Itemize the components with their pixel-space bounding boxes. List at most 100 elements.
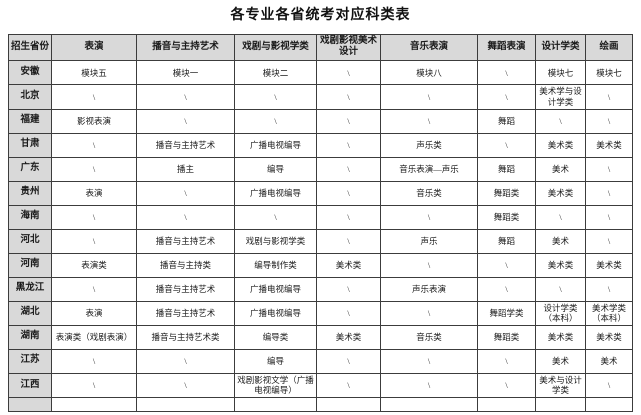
table-row: 黑龙江 \ 播音与主持艺术 广播电视编导 \ 声乐表演 \ \ \ bbox=[8, 276, 633, 302]
table-cell: 表演 bbox=[51, 180, 137, 206]
table-row: 河北 \ 播音与主持艺术 戏剧与影视学类 \ 声乐 舞蹈 美术 \ bbox=[8, 228, 633, 254]
table-cell bbox=[234, 397, 317, 413]
table-row: 北京 \ \ \ \ \ \ 美术学与设计学类 \ bbox=[8, 84, 633, 110]
table-cell: 舞蹈类 bbox=[477, 180, 536, 206]
table-cell bbox=[380, 397, 478, 413]
table-row: 江西 \ \ 戏剧影视文学（广播电视编导） \ \ \ 美术与设计学类 \ bbox=[8, 372, 633, 399]
table-cell: \ bbox=[585, 228, 633, 254]
table-cell: \ bbox=[477, 84, 536, 110]
table-cell: 美术学类（本科） bbox=[585, 300, 633, 326]
table-cell: 设计学类（本科） bbox=[535, 300, 586, 326]
subject-category-table: 招生省份 表演 播音与主持艺术 戏剧与影视学类 戏剧影视美术设计 音乐表演 舞蹈表演 设计学类… bbox=[8, 33, 633, 413]
table-cell: 美术 bbox=[535, 156, 586, 182]
table-cell bbox=[316, 397, 381, 413]
province-cell: 河北 bbox=[8, 228, 52, 254]
table-cell: 模块二 bbox=[234, 60, 317, 86]
table-cell: \ bbox=[380, 300, 478, 326]
province-cell: 北京 bbox=[8, 84, 52, 110]
table-cell: \ bbox=[51, 132, 137, 158]
table-cell: 编导 bbox=[234, 348, 317, 374]
table-row: 河南 表演类 播音与主持类 编导制作类 美术类 \ \ 美术类 美术类 bbox=[8, 252, 633, 278]
table-cell: \ bbox=[585, 156, 633, 182]
table-cell: \ bbox=[535, 108, 586, 134]
table-cell: \ bbox=[380, 108, 478, 134]
table-cell: 声乐 bbox=[380, 228, 478, 254]
table-cell: 模块七 bbox=[535, 60, 586, 86]
table-cell: \ bbox=[477, 252, 536, 278]
document-page: 各专业各省统考对应科类表 招生省份 表演 播音与主持艺术 戏剧与影视学类 戏剧影视美术设… bbox=[0, 6, 641, 413]
table-cell: \ bbox=[51, 156, 137, 182]
table-cell: 戏剧影视文学（广播电视编导） bbox=[234, 372, 317, 399]
table-cell bbox=[477, 397, 536, 413]
table-header: 招生省份 表演 播音与主持艺术 戏剧与影视学类 戏剧影视美术设计 音乐表演 舞蹈表演 设计学类… bbox=[8, 33, 633, 62]
header-row: 招生省份 表演 播音与主持艺术 戏剧与影视学类 戏剧影视美术设计 音乐表演 舞蹈表演 设计学类… bbox=[8, 33, 633, 62]
table-cell: \ bbox=[585, 204, 633, 230]
table-cell: \ bbox=[316, 228, 381, 254]
table-cell: 播主 bbox=[136, 156, 235, 182]
table-cell: 播音与主持艺术 bbox=[136, 300, 235, 326]
province-cell: 湖北 bbox=[8, 300, 52, 326]
table-row: 江苏 \ \ 编导 \ \ \ 美术 美术 bbox=[8, 348, 633, 374]
table-cell: \ bbox=[51, 276, 137, 302]
table-cell: \ bbox=[316, 204, 381, 230]
table-cell: 美术 bbox=[585, 348, 633, 374]
column-header-8: 绘画 bbox=[585, 33, 633, 62]
page-title: 各专业各省统考对应科类表 bbox=[230, 8, 411, 23]
table-cell: \ bbox=[535, 276, 586, 302]
table-cell: 音乐类 bbox=[380, 324, 478, 350]
table-cell: \ bbox=[316, 180, 381, 206]
column-header-3: 戏剧与影视学类 bbox=[234, 33, 317, 62]
table-cell: 播音与主持类 bbox=[136, 252, 235, 278]
table-row: 福建 影视表演 \ \ \ \ 舞蹈 \ \ bbox=[8, 108, 633, 134]
table-cell: 舞蹈学类 bbox=[477, 300, 536, 326]
table-cell: 表演类 bbox=[51, 252, 137, 278]
table-cell: 表演 bbox=[51, 300, 137, 326]
province-cell: 甘肃 bbox=[8, 132, 52, 158]
table-cell: 美术类 bbox=[316, 252, 381, 278]
table-cell: 广播电视编导 bbox=[234, 276, 317, 302]
table-cell bbox=[585, 397, 633, 413]
table-cell: \ bbox=[136, 84, 235, 110]
table-cell: \ bbox=[51, 228, 137, 254]
table-row: 甘肃 \ 播音与主持艺术 广播电视编导 \ 声乐类 \ 美术类 美术类 bbox=[8, 132, 633, 158]
table-cell: 播音与主持艺术 bbox=[136, 228, 235, 254]
table-cell: \ bbox=[380, 204, 478, 230]
table-cell: \ bbox=[51, 372, 137, 399]
column-header-7: 设计学类 bbox=[535, 33, 586, 62]
table-cell: \ bbox=[316, 108, 381, 134]
table-cell: 模块八 bbox=[380, 60, 478, 86]
province-cell: 广东 bbox=[8, 156, 52, 182]
table-cell: \ bbox=[477, 372, 536, 399]
province-cell: 安徽 bbox=[8, 60, 52, 86]
table-cell: 广播电视编导 bbox=[234, 300, 317, 326]
table-cell: 舞蹈 bbox=[477, 156, 536, 182]
table-cell: 舞蹈类 bbox=[477, 204, 536, 230]
province-cell: 福建 bbox=[8, 108, 52, 134]
table-cell: 音乐类 bbox=[380, 180, 478, 206]
table-cell: \ bbox=[477, 276, 536, 302]
table-cell: \ bbox=[316, 84, 381, 110]
table-cell: \ bbox=[380, 252, 478, 278]
province-cell: 湖南 bbox=[8, 324, 52, 350]
table-cell: 美术 bbox=[535, 348, 586, 374]
table-cell: \ bbox=[585, 276, 633, 302]
table-cell: \ bbox=[585, 84, 633, 110]
table-cell: 播音与主持艺术 bbox=[136, 132, 235, 158]
table-cell: 声乐类 bbox=[380, 132, 478, 158]
table-body: 安徽 模块五 模块一 模块二 \ 模块八 \ 模块七 模块七 北京 \ \ \ \ \ \ 美术学与设计学类 \ 福… bbox=[8, 60, 633, 413]
table-cell: 美术类 bbox=[535, 252, 586, 278]
table-cell: \ bbox=[477, 348, 536, 374]
table-cell: 表演类（戏剧表演） bbox=[51, 324, 137, 350]
column-header-6: 舞蹈表演 bbox=[477, 33, 536, 62]
table-cell: \ bbox=[380, 84, 478, 110]
column-header-2: 播音与主持艺术 bbox=[136, 33, 235, 62]
province-cell: 江苏 bbox=[8, 348, 52, 374]
table-cell: 美术类 bbox=[535, 132, 586, 158]
table-cell: 美术与设计学类 bbox=[535, 372, 586, 399]
table-cell: \ bbox=[535, 204, 586, 230]
table-cell: \ bbox=[316, 372, 381, 399]
table-cell: 广播电视编导 bbox=[234, 132, 317, 158]
table-cell: 舞蹈类 bbox=[477, 324, 536, 350]
province-cell bbox=[8, 397, 52, 413]
province-cell: 贵州 bbox=[8, 180, 52, 206]
